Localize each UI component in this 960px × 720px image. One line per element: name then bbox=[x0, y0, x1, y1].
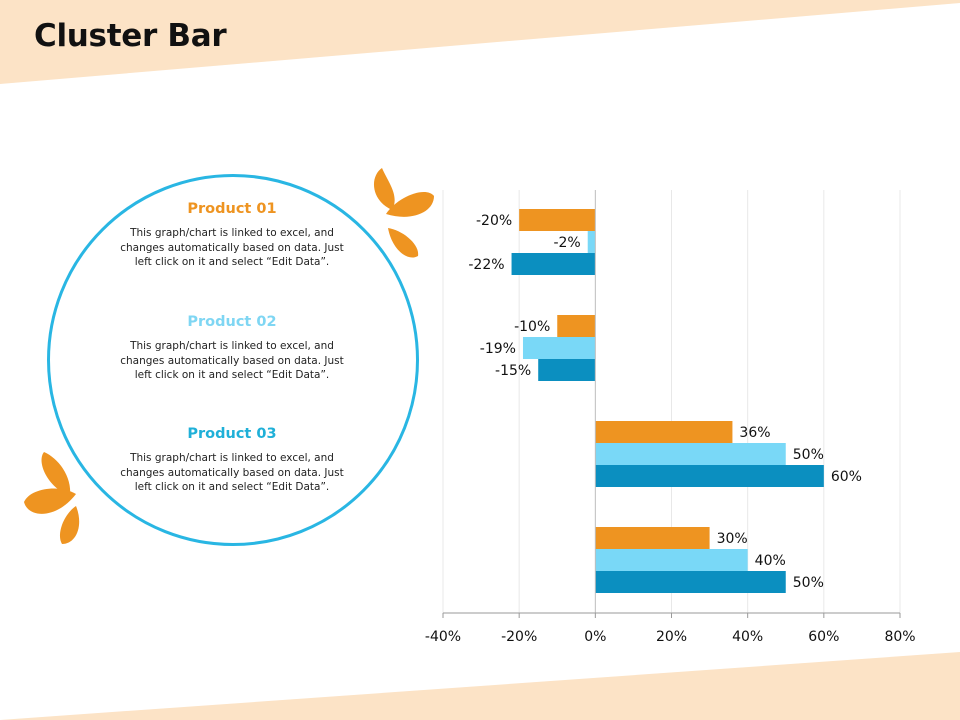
bar-s2-g2 bbox=[522, 337, 596, 359]
data-label-s1-g2: -10% bbox=[514, 319, 550, 335]
data-label-s2-g1: -2% bbox=[553, 235, 580, 251]
data-label-s2-g3: 50% bbox=[793, 447, 824, 463]
bar-s2-g3 bbox=[595, 443, 786, 465]
splash-icon-bottom bbox=[24, 452, 80, 544]
product-block-2: Product 02 This graph/chart is linked to… bbox=[120, 314, 344, 383]
products-circle bbox=[47, 174, 419, 546]
bottom-band bbox=[0, 652, 960, 720]
x-tick-label-0: -40% bbox=[425, 629, 461, 645]
bar-s3-g2 bbox=[538, 359, 596, 381]
x-tick-label-1: -20% bbox=[501, 629, 537, 645]
bar-s3-g1 bbox=[511, 253, 596, 275]
product-description-1: This graph/chart is linked to excel, and… bbox=[120, 227, 344, 268]
x-tick-label-6: 80% bbox=[884, 629, 915, 645]
bar-s1-g3 bbox=[595, 421, 733, 443]
product-title-2: Product 02 bbox=[187, 314, 277, 330]
product-block-3: Product 03 This graph/chart is linked to… bbox=[120, 426, 344, 495]
x-tick-label-5: 60% bbox=[808, 629, 839, 645]
page-title: Cluster Bar bbox=[34, 18, 227, 54]
product-block-1: Product 01 This graph/chart is linked to… bbox=[120, 201, 344, 270]
product-description-2: This graph/chart is linked to excel, and… bbox=[120, 340, 344, 381]
top-band bbox=[0, 0, 960, 84]
data-label-s3-g3: 60% bbox=[831, 469, 862, 485]
x-tick-label-2: 0% bbox=[584, 629, 606, 645]
x-tick-label-3: 20% bbox=[656, 629, 687, 645]
bar-s3-g3 bbox=[595, 465, 824, 487]
product-title-3: Product 03 bbox=[187, 426, 277, 442]
data-label-s2-g4: 40% bbox=[755, 553, 786, 569]
product-title-1: Product 01 bbox=[187, 201, 277, 217]
data-label-s3-g1: -22% bbox=[468, 257, 504, 273]
x-tick-label-4: 40% bbox=[732, 629, 763, 645]
product-description-3: This graph/chart is linked to excel, and… bbox=[120, 452, 344, 493]
data-label-s3-g2: -15% bbox=[495, 363, 531, 379]
bar-s2-g1 bbox=[587, 231, 596, 253]
bar-s2-g4 bbox=[595, 549, 748, 571]
data-label-s3-g4: 50% bbox=[793, 575, 824, 591]
data-label-s2-g2: -19% bbox=[480, 341, 516, 357]
bar-s3-g4 bbox=[595, 571, 786, 593]
bar-s1-g1 bbox=[519, 209, 596, 231]
bar-s1-g4 bbox=[595, 527, 710, 549]
data-label-s1-g4: 30% bbox=[717, 531, 748, 547]
splash-icon-top bbox=[373, 168, 434, 258]
data-label-s1-g1: -20% bbox=[476, 213, 512, 229]
bar-s1-g2 bbox=[557, 315, 596, 337]
data-label-s1-g3: 36% bbox=[739, 425, 770, 441]
